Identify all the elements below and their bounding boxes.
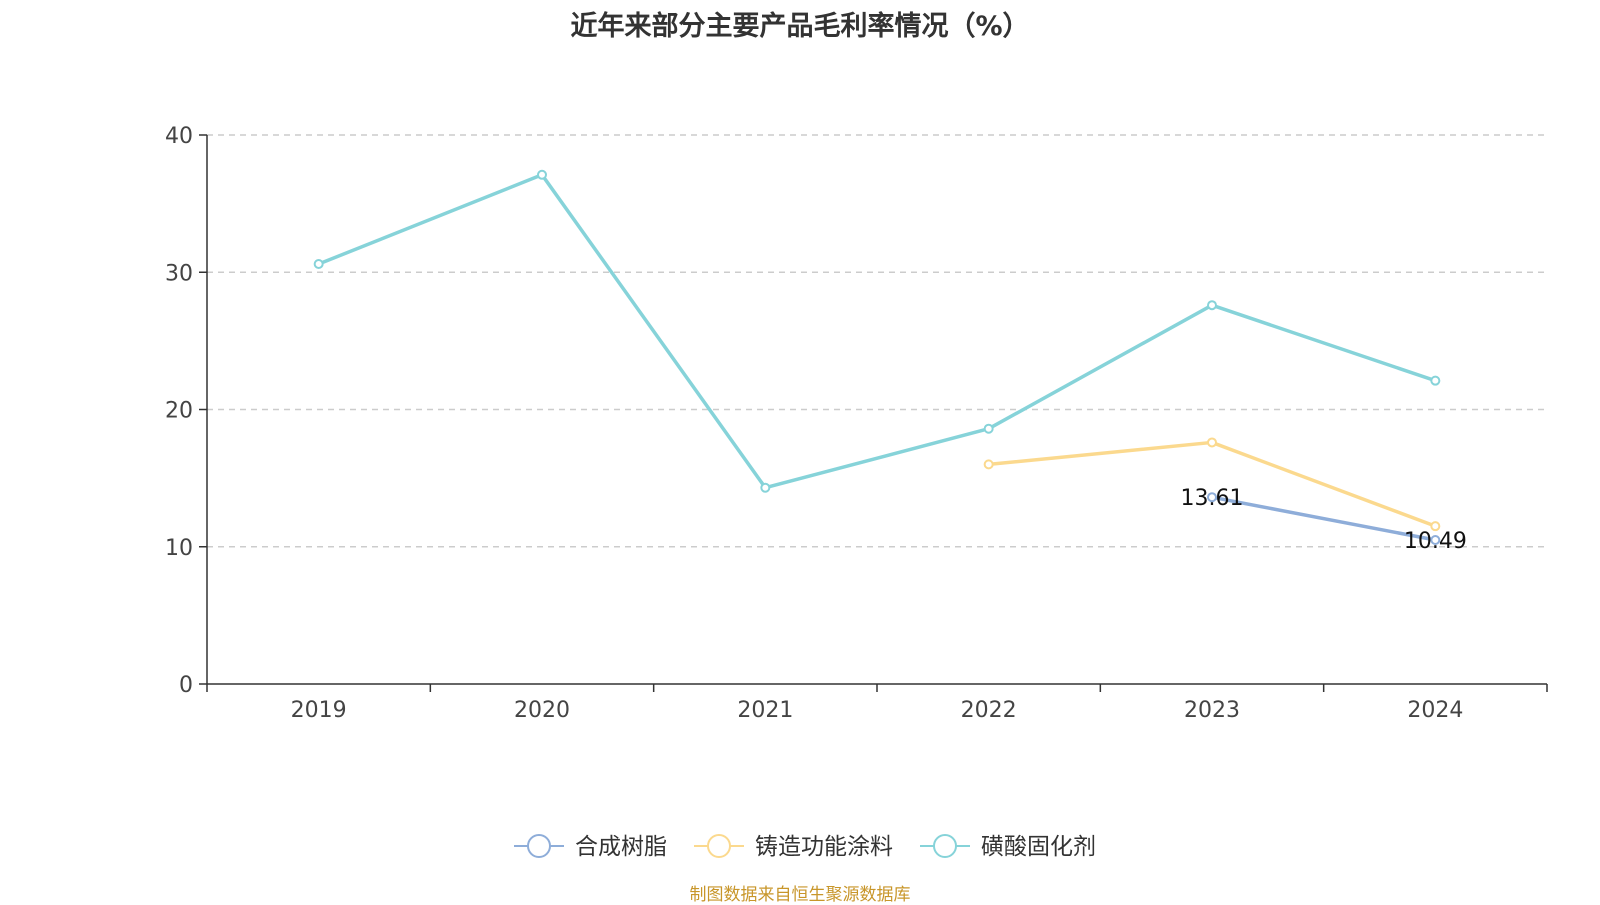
source-note: 制图数据来自恒生聚源数据库 <box>689 885 911 905</box>
x-tick-label: 2024 <box>1407 698 1463 723</box>
data-point <box>1430 535 1441 546</box>
data-point <box>760 482 771 493</box>
x-tick-label: 2023 <box>1184 698 1240 723</box>
data-point <box>1430 375 1441 386</box>
data-point <box>1207 437 1217 448</box>
x-tick-label: 2020 <box>514 698 570 723</box>
legend-marker <box>527 834 551 858</box>
data-point <box>1430 521 1441 532</box>
x-tick-label: 2021 <box>737 698 793 723</box>
y-tick-label: 20 <box>165 399 193 424</box>
y-tick-label: 10 <box>165 536 193 561</box>
data-point <box>983 423 994 434</box>
data-point <box>983 459 994 470</box>
data-label: 10.49 <box>1404 529 1467 554</box>
data-point <box>313 259 324 270</box>
y-tick-label: 30 <box>165 261 193 286</box>
chart-title: 近年来部分主要产品毛利率情况（%） <box>570 11 1030 42</box>
data-label: 13.61 <box>1181 486 1244 511</box>
legend-label: 合成树脂 <box>575 834 667 860</box>
series-line <box>1211 495 1436 542</box>
legend-label: 铸造功能涂料 <box>755 834 893 860</box>
series-line <box>318 173 1436 490</box>
y-tick-label: 40 <box>165 124 193 149</box>
data-point <box>1207 492 1217 503</box>
legend-label: 磺酸固化剂 <box>981 834 1096 860</box>
series-line <box>988 440 1436 528</box>
legend-marker <box>933 834 957 858</box>
legend-marker <box>707 834 731 858</box>
x-tick-label: 2022 <box>961 698 1017 723</box>
data-point <box>1207 300 1217 311</box>
data-point <box>537 169 547 180</box>
y-tick-label: 0 <box>179 673 193 698</box>
x-tick-label: 2019 <box>291 698 347 723</box>
